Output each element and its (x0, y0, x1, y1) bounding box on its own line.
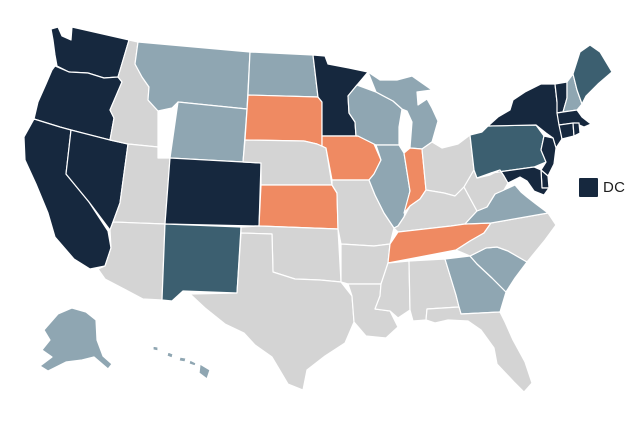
state-ks[interactable] (258, 184, 339, 230)
state-hi[interactable] (152, 345, 211, 380)
state-sd[interactable] (244, 94, 323, 147)
state-mi[interactable] (367, 71, 439, 150)
state-co[interactable] (164, 157, 262, 227)
state-ct[interactable] (558, 122, 575, 140)
state-nd[interactable] (247, 51, 319, 98)
state-me[interactable] (572, 44, 613, 105)
state-tx[interactable] (189, 232, 355, 391)
state-mt[interactable] (134, 41, 251, 112)
state-nm[interactable] (161, 223, 242, 302)
state-nj[interactable] (540, 135, 557, 177)
dc-label: DC (603, 179, 626, 196)
state-md[interactable] (490, 166, 550, 196)
state-ak[interactable] (39, 307, 113, 372)
state-wy[interactable] (169, 101, 248, 163)
state-fl[interactable] (425, 306, 533, 393)
state-ri[interactable] (572, 122, 581, 137)
dc-swatch[interactable] (579, 178, 598, 197)
dc-legend: DC (579, 178, 625, 197)
